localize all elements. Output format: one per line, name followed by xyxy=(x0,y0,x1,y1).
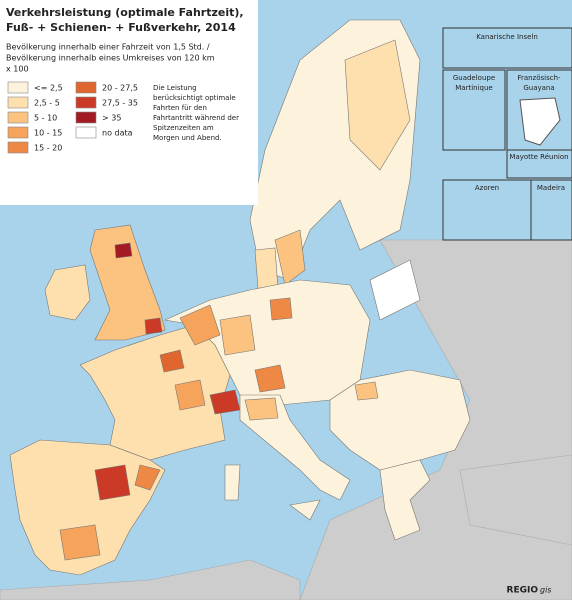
ireland xyxy=(44,264,91,321)
subtitle-line: Bevölkerung innerhalb eines Umkreises vo… xyxy=(6,54,215,63)
madrid xyxy=(94,464,131,501)
inset-box xyxy=(442,69,506,151)
note-line: Fahrten für den xyxy=(153,104,207,112)
inset-label: Azoren xyxy=(475,184,499,192)
inset-label: Kanarische Inseln xyxy=(476,33,538,41)
legend-swatch xyxy=(7,126,29,139)
legend-label: no data xyxy=(102,129,133,138)
inset-label: Guadeloupe xyxy=(453,74,495,82)
legend-label: 5 - 10 xyxy=(34,114,57,123)
rhone xyxy=(174,379,206,411)
subtitle-line: Bevölkerung innerhalb einer Fahrzeit von… xyxy=(6,43,210,52)
legend: <= 2,5 2,5 - 5 5 - 10 10 - 15 15 - 20 20 - 27… xyxy=(7,81,138,154)
legend-label: 27,5 - 35 xyxy=(102,99,138,108)
inset-label: Mayotte Réunion xyxy=(509,153,568,161)
berlin xyxy=(269,297,293,321)
legend-swatch xyxy=(7,111,29,124)
sweden-south xyxy=(274,229,306,286)
legend-swatch xyxy=(75,111,97,124)
legend-label: 20 - 27,5 xyxy=(102,84,138,93)
lombardy xyxy=(244,397,279,421)
legend-note: Die Leistung berücksichtigt optimale Fahrt… xyxy=(153,84,239,142)
legend-label: <= 2,5 xyxy=(34,84,63,93)
legend-label: 15 - 20 xyxy=(34,144,62,153)
subtitle-line: x 100 xyxy=(6,65,29,74)
sardinia xyxy=(224,464,241,501)
inset-box xyxy=(442,27,572,69)
andalusia xyxy=(59,524,101,561)
regions xyxy=(9,19,471,576)
legend-swatch xyxy=(7,141,29,154)
legend-swatch xyxy=(75,96,97,109)
title-line: Verkehrsleistung (optimale Fahrtzeit), xyxy=(6,6,244,19)
london xyxy=(144,317,163,335)
munich xyxy=(254,364,286,393)
logo: REGIO xyxy=(507,586,539,596)
guyana-shape xyxy=(519,97,561,146)
inset-label: Guayana xyxy=(523,84,554,92)
titles: Verkehrsleistung (optimale Fahrtzeit), F… xyxy=(6,6,244,74)
inset-box xyxy=(506,149,572,179)
rhine-ruhr xyxy=(219,314,256,356)
note-line: Morgen und Abend. xyxy=(153,134,222,142)
legend-swatch xyxy=(75,81,97,94)
inset-label: Madeira xyxy=(537,184,565,192)
scotland-belt xyxy=(114,242,133,259)
logo-suffix: gis xyxy=(540,586,551,595)
title-line: Fuß- + Schienen- + Fußverkehr, 2014 xyxy=(6,21,236,34)
inset-label: Französisch- xyxy=(517,74,561,82)
insets: Kanarische Inseln Guadeloupe Martinique … xyxy=(442,27,572,241)
greece xyxy=(379,459,431,541)
legend-swatch xyxy=(75,126,97,139)
legend-label: > 35 xyxy=(102,114,121,123)
sicily xyxy=(289,499,321,521)
inset-label: Martinique xyxy=(455,84,492,92)
finland-region xyxy=(344,39,411,171)
turkey xyxy=(459,454,572,546)
inset-box xyxy=(442,179,532,241)
note-line: Fahrtantritt während der xyxy=(153,114,239,122)
denmark xyxy=(254,247,279,291)
legend-swatch xyxy=(7,81,29,94)
legend-panel xyxy=(0,0,258,205)
legend-label: 10 - 15 xyxy=(34,129,62,138)
legend-swatch xyxy=(7,96,29,109)
legend-label: 2,5 - 5 xyxy=(34,99,60,108)
baltics xyxy=(369,259,421,321)
italy xyxy=(239,394,351,501)
uk xyxy=(89,224,166,341)
africa xyxy=(0,559,301,600)
inset-box xyxy=(530,179,572,241)
note-line: Die Leistung xyxy=(153,84,197,92)
note-line: berücksichtigt optimale xyxy=(153,94,236,102)
budapest xyxy=(354,381,379,401)
catalonia xyxy=(134,464,161,491)
paris xyxy=(159,349,185,373)
benelux xyxy=(179,304,221,346)
note-line: Spitzenzeiten am xyxy=(153,124,214,132)
